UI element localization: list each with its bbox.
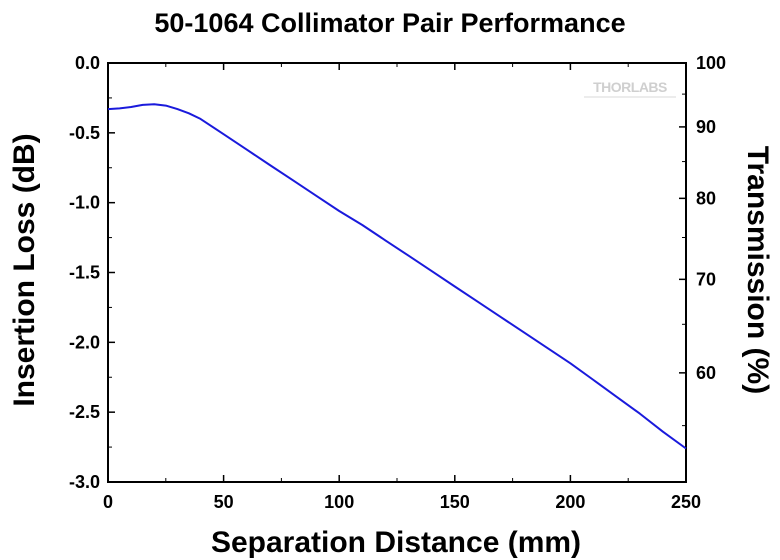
x-tick-label: 100 xyxy=(324,492,354,512)
x-tick-label: 200 xyxy=(555,492,585,512)
x-tick-label: 150 xyxy=(440,492,470,512)
y-tick-label: -0.5 xyxy=(69,123,100,143)
watermark-logo: THORLABS xyxy=(593,79,667,95)
y-tick-label: -2.0 xyxy=(69,332,100,352)
y2-axis-title: Transmission (%) xyxy=(741,146,774,394)
x-axis-title: Separation Distance (mm) xyxy=(211,526,581,559)
y-tick-label: -2.5 xyxy=(69,402,100,422)
y-tick-label: -1.5 xyxy=(69,263,100,283)
chart-title: 50-1064 Collimator Pair Performance xyxy=(154,8,625,38)
x-tick-label: 250 xyxy=(671,492,701,512)
y-tick-label: -1.0 xyxy=(69,193,100,213)
y2-tick-label: 60 xyxy=(696,363,716,383)
y2-tick-label: 70 xyxy=(696,269,716,289)
y2-tick-label: 90 xyxy=(696,117,716,137)
plot-area: THORLABS 0 50 100 150 200 250 0.0 -0.5 -1.0 -1.5 -2… xyxy=(69,53,726,512)
series-line-insertion-loss xyxy=(107,103,687,450)
y-axis-title: Insertion Loss (dB) xyxy=(8,133,41,406)
plot-frame xyxy=(107,62,687,483)
y2-tick-label: 80 xyxy=(696,188,716,208)
x-tick-label: 50 xyxy=(214,492,234,512)
x-tick-label: 0 xyxy=(103,492,113,512)
y-tick-label: -3.0 xyxy=(69,472,100,492)
y-tick-label: 0.0 xyxy=(75,53,100,73)
y2-tick-label: 100 xyxy=(696,53,726,73)
